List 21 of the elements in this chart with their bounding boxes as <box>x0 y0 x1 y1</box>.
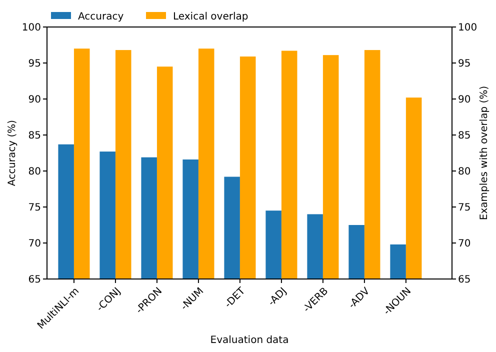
y-tick-label: 75 <box>28 202 41 214</box>
y2-tick-label: 95 <box>458 58 471 70</box>
y-axis-title: Accuracy (%) <box>7 120 18 186</box>
y2-tick-label: 80 <box>458 166 471 178</box>
y-tick-label: 100 <box>22 22 41 34</box>
y-tick-label: 80 <box>28 166 41 178</box>
y-tick-label: 85 <box>28 130 41 142</box>
y2-tick-label: 70 <box>458 238 471 250</box>
y2-tick-label: 75 <box>458 202 471 214</box>
y-tick-label: 90 <box>28 94 41 106</box>
y2-tick-label: 90 <box>458 94 471 106</box>
y2-axis-title: Examples with overlap (%) <box>479 86 490 220</box>
y2-tick-label: 100 <box>458 22 478 34</box>
legend-label: Accuracy <box>78 12 124 22</box>
y-tick-label: 95 <box>28 58 41 70</box>
x-axis-title: Evaluation data <box>210 335 289 346</box>
y-tick-label: 70 <box>28 238 41 250</box>
legend-label: Lexical overlap <box>173 12 248 22</box>
y2-tick-label: 65 <box>458 274 471 286</box>
y-tick-label: 65 <box>28 274 41 286</box>
y2-tick-label: 85 <box>458 130 471 142</box>
